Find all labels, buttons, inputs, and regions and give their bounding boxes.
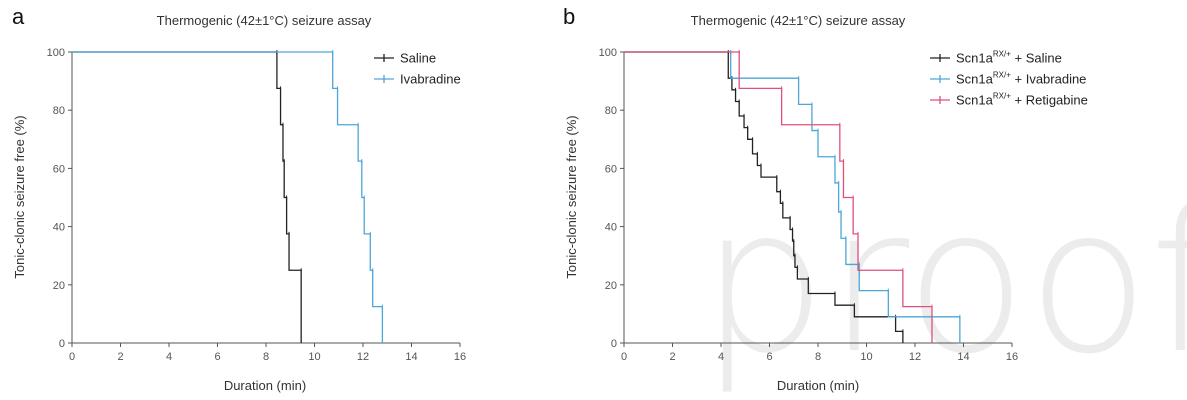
panel-a-title: Thermogenic (42±1°C) seizure assay [157, 13, 372, 28]
x-tick-label: 4 [718, 351, 724, 363]
y-tick-label: 40 [605, 222, 617, 234]
panel-b: b Thermogenic (42±1°C) seizure assay Dur… [563, 4, 1088, 393]
x-tick-label: 6 [766, 351, 772, 363]
y-tick-label: 0 [59, 338, 65, 350]
panel-a-x-axis-title: Duration (min) [224, 378, 306, 393]
y-tick-label: 100 [599, 47, 617, 59]
panel-b-axes: 0 2 4 6 8 10 12 14 16 0 20 40 60 80 100 [599, 47, 1018, 363]
x-tick-label: 0 [69, 351, 75, 363]
panel-a: a Thermogenic (42±1°C) seizure assay Dur… [12, 4, 466, 393]
x-tick-label: 14 [957, 351, 969, 363]
series-line [72, 51, 384, 343]
legend-entry: Scn1aRX/+ + Ivabradine [956, 71, 1086, 87]
y-tick-label: 60 [53, 163, 65, 175]
legend-entry: Ivabradine [400, 72, 461, 87]
x-tick-label: 2 [117, 351, 123, 363]
series-line [72, 51, 302, 343]
x-tick-label: 14 [405, 351, 417, 363]
series-line [624, 51, 904, 343]
x-tick-label: 4 [166, 351, 172, 363]
panel-b-x-axis-title: Duration (min) [777, 378, 859, 393]
y-tick-label: 0 [611, 338, 617, 350]
y-tick-label: 40 [53, 222, 65, 234]
watermark-text: proof [700, 165, 1187, 398]
series-line [624, 51, 933, 343]
panel-a-axes: 0 2 4 6 8 10 12 14 16 0 20 40 60 80 100 [47, 47, 466, 363]
x-tick-label: 8 [815, 351, 821, 363]
x-tick-label: 6 [214, 351, 220, 363]
x-tick-label: 10 [308, 351, 320, 363]
panel-a-letter: a [12, 4, 25, 29]
panel-b-letter: b [563, 4, 575, 29]
panel-a-y-axis-title: Tonic-clonic seizure free (%) [12, 115, 27, 278]
panel-b-title: Thermogenic (42±1°C) seizure assay [691, 13, 906, 28]
x-tick-label: 8 [263, 351, 269, 363]
y-tick-label: 20 [53, 280, 65, 292]
panel-a-series [72, 50, 384, 343]
y-tick-label: 80 [605, 105, 617, 117]
x-tick-label: 16 [454, 351, 466, 363]
panel-a-legend: Saline Ivabradine [374, 51, 461, 87]
x-tick-label: 16 [1006, 351, 1018, 363]
x-tick-label: 12 [909, 351, 921, 363]
x-tick-label: 12 [357, 351, 369, 363]
x-tick-label: 10 [860, 351, 872, 363]
x-tick-label: 2 [669, 351, 675, 363]
y-tick-label: 20 [605, 280, 617, 292]
y-tick-label: 100 [47, 47, 65, 59]
legend-entry: Scn1aRX/+ + Saline [956, 50, 1062, 66]
y-tick-label: 80 [53, 105, 65, 117]
legend-entry: Saline [400, 51, 436, 66]
panel-b-legend: Scn1aRX/+ + Saline Scn1aRX/+ + Ivabradine… [930, 50, 1088, 108]
legend-entry: Scn1aRX/+ + Retigabine [956, 92, 1088, 108]
panel-b-series [624, 50, 961, 343]
x-tick-label: 0 [621, 351, 627, 363]
y-tick-label: 60 [605, 163, 617, 175]
panel-b-y-axis-title: Tonic-clonic seizure free (%) [564, 115, 579, 278]
